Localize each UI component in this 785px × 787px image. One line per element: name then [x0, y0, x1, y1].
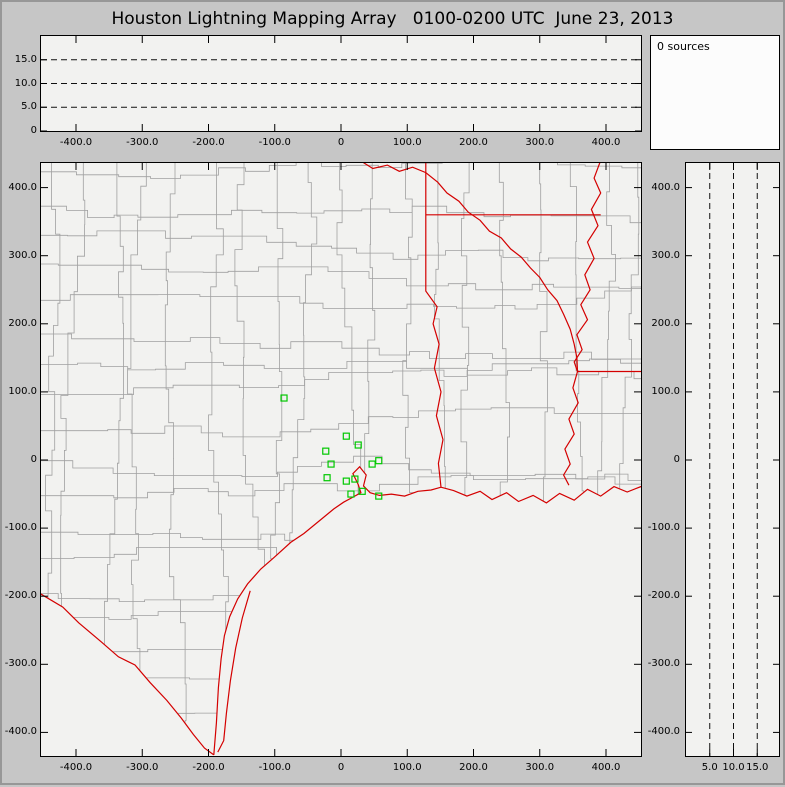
- altitude-gridlines: [41, 59, 641, 108]
- ew-x-tick-label: -200.0: [192, 137, 225, 148]
- map-x-tick-label: -200.0: [192, 762, 225, 773]
- ew-x-tick-label: -400.0: [59, 137, 93, 148]
- ns-x-tick-label: 10.0: [722, 762, 745, 773]
- alt-ew-plot: [41, 36, 641, 131]
- ns-y-tick-label: -100.0: [647, 522, 680, 534]
- lma-station-marker: [342, 432, 350, 440]
- map-y-tick-label: -100.0: [4, 522, 37, 534]
- ew-x-tick-label: 400.0: [591, 137, 621, 148]
- map-x-tick-label: 0: [337, 762, 345, 773]
- ns-y-tick-label: 100.0: [651, 385, 680, 397]
- ns-x-tick-label: 15.0: [746, 762, 769, 773]
- map-y-tick-label: 0: [30, 454, 37, 465]
- lma-stations: [280, 394, 383, 500]
- lma-station-marker: [327, 460, 335, 468]
- ew-x-tick-label: 0: [337, 137, 345, 148]
- lma-station-marker: [358, 487, 366, 495]
- ns-y-tick-label: 300.0: [651, 249, 680, 261]
- alt-y-tick-label: 10.0: [14, 77, 37, 89]
- ew-x-tick-label: -100.0: [258, 137, 291, 148]
- alt-ns-plot: [686, 163, 779, 756]
- alt-y-tick-label: 5.0: [21, 101, 37, 113]
- lma-station-marker: [375, 457, 383, 465]
- state-borders-coastline: [41, 163, 641, 756]
- map-x-tick-label: 400.0: [591, 762, 621, 773]
- altitude-gridlines: [709, 163, 758, 756]
- ns-y-tick-label: -200.0: [647, 590, 680, 602]
- ns-y-tick-label: -400.0: [647, 726, 680, 738]
- axis-ticks: [41, 36, 641, 131]
- plan-view-plot: [41, 163, 641, 756]
- lma-station-marker: [323, 474, 331, 482]
- lma-station-marker: [354, 441, 362, 449]
- map-y-tick-label: 100.0: [8, 385, 37, 397]
- map-x-tick-label: -400.0: [59, 762, 93, 773]
- altitude-vs-ew-panel[interactable]: [40, 35, 642, 132]
- ew-x-tick-label: -300.0: [126, 137, 159, 148]
- plan-view-map-panel[interactable]: [40, 162, 642, 757]
- ns-y-tick-label: 400.0: [651, 181, 680, 193]
- map-y-tick-label: -400.0: [4, 726, 37, 738]
- ns-y-tick-label: 0: [673, 454, 680, 465]
- sources-count-label: 0 sources: [657, 40, 710, 53]
- lma-station-marker: [280, 394, 288, 402]
- alt-y-tick-label: 15.0: [14, 53, 37, 65]
- map-y-tick-label: -200.0: [4, 590, 37, 602]
- map-x-tick-label: 200.0: [459, 762, 488, 773]
- lma-station-marker: [375, 492, 383, 500]
- altitude-vs-ns-panel[interactable]: [685, 162, 780, 757]
- map-y-tick-label: 200.0: [8, 317, 37, 329]
- ew-x-tick-label: 300.0: [525, 137, 555, 148]
- map-y-tick-label: 300.0: [8, 249, 37, 261]
- map-x-tick-label: 300.0: [525, 762, 555, 773]
- page-title: Houston Lightning Mapping Array 0100-020…: [111, 9, 674, 29]
- ns-x-tick-label: 5.0: [701, 762, 718, 773]
- axis-ticks: [686, 163, 779, 756]
- lma-station-marker: [342, 477, 350, 485]
- ns-y-tick-label: 200.0: [651, 317, 680, 329]
- map-axis-ticks: [41, 163, 641, 756]
- map-y-tick-label: -300.0: [4, 658, 37, 670]
- map-x-tick-label: -300.0: [126, 762, 159, 773]
- map-x-tick-label: -100.0: [258, 762, 291, 773]
- map-x-tick-label: 100.0: [392, 762, 422, 773]
- ew-x-tick-label: 100.0: [392, 137, 422, 148]
- lma-station-marker: [322, 447, 330, 455]
- map-y-tick-label: 400.0: [8, 181, 37, 193]
- county-borders: [41, 163, 641, 755]
- sources-count-panel: 0 sources: [650, 35, 780, 150]
- lma-station-marker: [351, 475, 359, 483]
- lma-station-marker: [347, 490, 355, 498]
- ns-y-tick-label: -300.0: [647, 658, 680, 670]
- lma-station-marker: [368, 460, 376, 468]
- ew-x-tick-label: 200.0: [459, 137, 488, 148]
- alt-y-tick-label: 0: [30, 125, 37, 136]
